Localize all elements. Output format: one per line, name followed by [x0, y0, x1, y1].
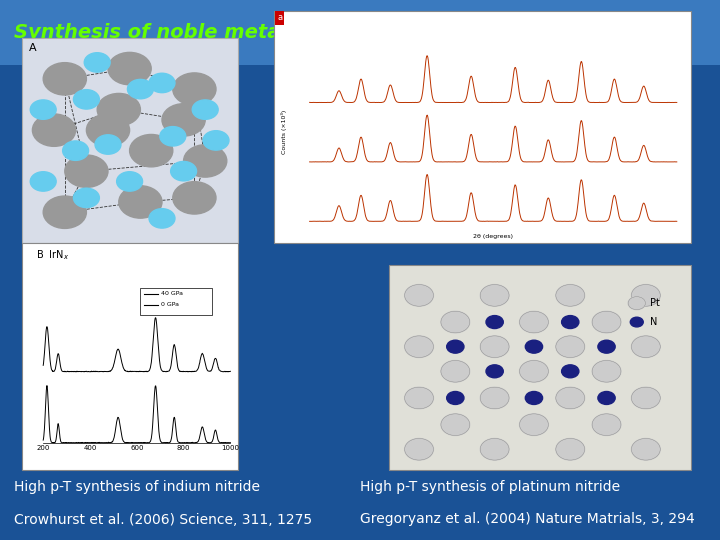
Circle shape: [160, 126, 186, 146]
Circle shape: [130, 134, 173, 167]
Circle shape: [556, 387, 585, 409]
Text: 2θ (degrees): 2θ (degrees): [473, 234, 513, 239]
Circle shape: [486, 365, 503, 378]
Circle shape: [631, 336, 660, 357]
Text: 40 GPa: 40 GPa: [161, 291, 183, 296]
Circle shape: [592, 311, 621, 333]
Circle shape: [631, 387, 660, 409]
Text: 600: 600: [130, 446, 143, 451]
Text: 200: 200: [37, 446, 50, 451]
Circle shape: [520, 311, 549, 333]
Bar: [140, 288, 212, 315]
Circle shape: [171, 161, 197, 181]
Circle shape: [30, 172, 56, 191]
Bar: [389, 265, 691, 470]
Text: 1000: 1000: [222, 446, 239, 451]
Circle shape: [480, 285, 509, 306]
Circle shape: [149, 73, 175, 93]
Circle shape: [556, 336, 585, 357]
Circle shape: [184, 145, 227, 177]
Bar: [22, 243, 238, 470]
Circle shape: [149, 208, 175, 228]
Circle shape: [598, 392, 615, 404]
Circle shape: [441, 311, 469, 333]
Circle shape: [441, 414, 469, 435]
Circle shape: [526, 340, 543, 353]
Bar: [274, 11, 691, 243]
Circle shape: [480, 336, 509, 357]
Circle shape: [631, 285, 660, 306]
Circle shape: [119, 186, 162, 218]
Circle shape: [405, 285, 433, 306]
Text: 800: 800: [177, 446, 190, 451]
Circle shape: [630, 317, 643, 327]
Text: 400: 400: [84, 446, 96, 451]
Circle shape: [192, 100, 218, 119]
Circle shape: [65, 155, 108, 187]
Text: High p-T synthesis of indium nitride: High p-T synthesis of indium nitride: [14, 480, 261, 494]
Circle shape: [43, 63, 86, 95]
Text: Gregoryanz et al. (2004) Nature Matrials, 3, 294: Gregoryanz et al. (2004) Nature Matrials…: [360, 512, 695, 526]
Text: A: A: [29, 43, 37, 53]
Text: Synthesis of noble metal nitrides from elements: Synthesis of noble metal nitrides from e…: [14, 23, 546, 42]
Circle shape: [520, 414, 549, 435]
Circle shape: [405, 336, 433, 357]
Circle shape: [520, 361, 549, 382]
Circle shape: [95, 135, 121, 154]
Circle shape: [446, 392, 464, 404]
Circle shape: [117, 172, 143, 191]
Circle shape: [556, 285, 585, 306]
Circle shape: [32, 114, 76, 146]
Circle shape: [73, 90, 99, 109]
Text: 0 GPa: 0 GPa: [161, 302, 179, 307]
Circle shape: [480, 438, 509, 460]
Circle shape: [203, 131, 229, 150]
Circle shape: [97, 93, 140, 126]
Text: B  IrN$_x$: B IrN$_x$: [36, 248, 69, 262]
Circle shape: [592, 414, 621, 435]
Circle shape: [441, 361, 469, 382]
Circle shape: [127, 79, 153, 99]
Circle shape: [173, 181, 216, 214]
Circle shape: [446, 340, 464, 353]
Circle shape: [30, 100, 56, 119]
Circle shape: [173, 73, 216, 105]
Bar: [0, 0, 720, 65]
Text: N: N: [649, 317, 657, 327]
Text: Crowhurst et al. (2006) Science, 311, 1275: Crowhurst et al. (2006) Science, 311, 12…: [14, 512, 312, 526]
Circle shape: [631, 438, 660, 460]
Circle shape: [405, 387, 433, 409]
Circle shape: [63, 141, 89, 160]
Circle shape: [526, 392, 543, 404]
Text: Pt: Pt: [649, 298, 660, 308]
Circle shape: [73, 188, 99, 207]
Text: High p-T synthesis of platinum nitride: High p-T synthesis of platinum nitride: [360, 480, 620, 494]
Circle shape: [86, 114, 130, 146]
Circle shape: [628, 296, 645, 309]
Text: a: a: [277, 14, 282, 23]
Circle shape: [592, 361, 621, 382]
Circle shape: [405, 438, 433, 460]
Circle shape: [562, 315, 579, 328]
Circle shape: [486, 315, 503, 328]
Circle shape: [598, 340, 615, 353]
Circle shape: [162, 104, 205, 136]
Circle shape: [43, 196, 86, 228]
Circle shape: [108, 52, 151, 85]
Text: Counts (×10³): Counts (×10³): [282, 110, 287, 154]
Bar: [22, 38, 238, 243]
Circle shape: [562, 365, 579, 378]
Circle shape: [84, 53, 110, 72]
Circle shape: [556, 438, 585, 460]
Circle shape: [480, 387, 509, 409]
